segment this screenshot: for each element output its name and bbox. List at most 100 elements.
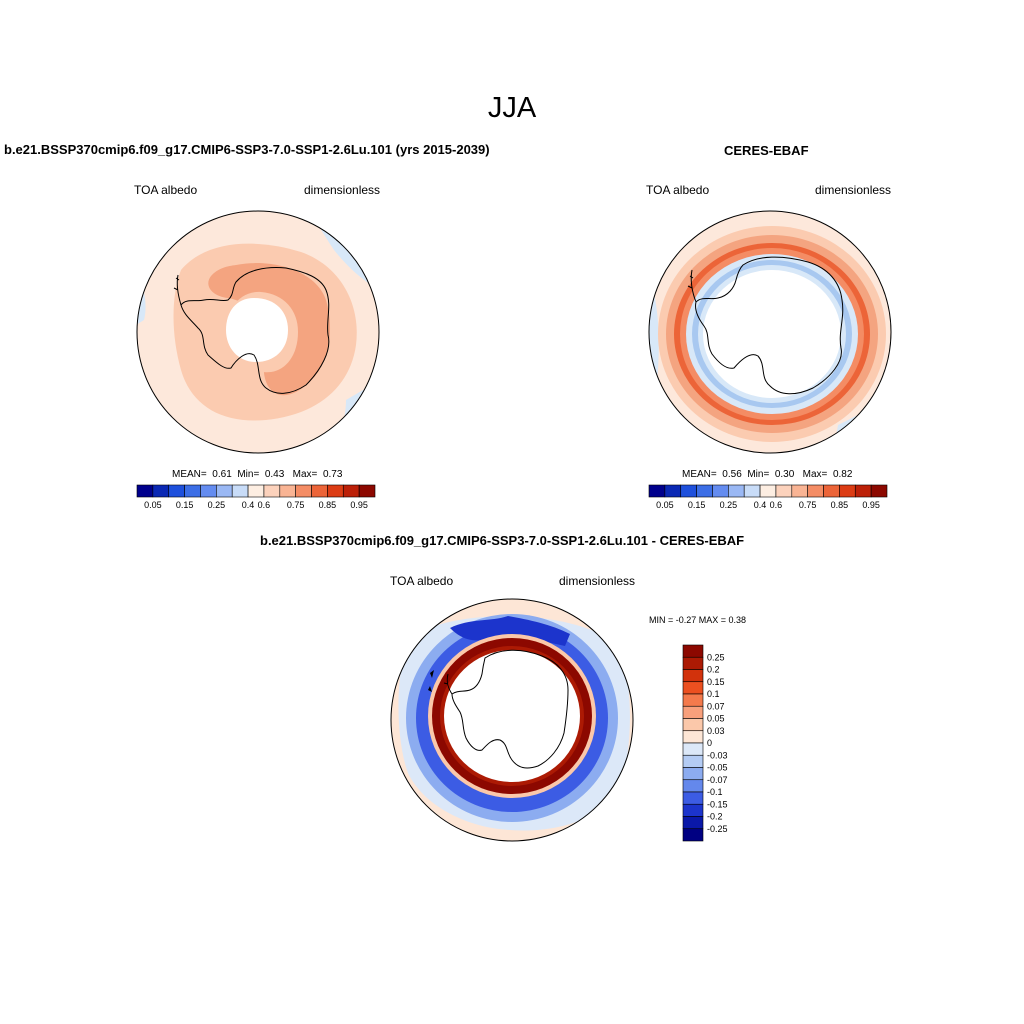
model-colorbar-swatch [216, 484, 233, 498]
diff-colorbar-swatch [682, 730, 704, 744]
obs-colorbar-swatch [791, 484, 808, 498]
diff-colorbar-swatch [682, 644, 704, 658]
diff-colorbar-tick-label: -0.1 [707, 787, 723, 797]
diff-colorbar-swatch [682, 681, 704, 695]
diff-colorbar-tick-label: -0.2 [707, 812, 723, 822]
obs-colorbar-tick-label: 0.25 [720, 500, 738, 510]
model-stats: MEAN= 0.61 Min= 0.43 Max= 0.73 [172, 469, 343, 480]
diff-small-islands [428, 670, 434, 692]
obs-colorbar-tick-label: 0.6 [770, 500, 783, 510]
diff-min-max: MIN = -0.27 MAX = 0.38 [649, 615, 747, 625]
diff-colorbar-tick-label: 0.03 [707, 726, 725, 736]
obs-colorbar-swatch [839, 484, 856, 498]
model-colorbar-swatch [327, 484, 344, 498]
obs-units-label: dimensionless [815, 183, 892, 197]
obs-panel-title: CERES-EBAF [724, 143, 809, 158]
obs-antarctica-coastline [695, 256, 844, 395]
model-units-label: dimensionless [304, 183, 381, 197]
model-colorbar-tick-label: 0.15 [176, 500, 194, 510]
diff-colorbar-swatch [682, 669, 704, 683]
obs-colorbar-tick-label: 0.4 [754, 500, 767, 510]
obs-colorbar-swatch [870, 484, 888, 498]
diff-polar-map [390, 598, 634, 842]
diff-units-label: dimensionless [559, 574, 636, 588]
model-colorbar-swatch [152, 484, 170, 498]
obs-colorbar-tick-label: 0.05 [656, 500, 674, 510]
diff-colorbar-swatch [682, 767, 704, 781]
diff-colorbar-swatch [682, 693, 704, 707]
diff-colorbar-swatch [682, 656, 704, 670]
model-colorbar-tick-label: 0.4 [242, 500, 255, 510]
model-colorbar-tick-label: 0.6 [258, 500, 271, 510]
diff-colorbar-swatch [682, 791, 704, 805]
model-colorbar-swatch [136, 484, 154, 498]
obs-colorbar-swatch [759, 484, 777, 498]
model-colorbar-tick-label: 0.75 [287, 500, 305, 510]
model-colorbar: 0.05 0.15 0.25 0.4 0.6 0.75 0.85 0.95 [136, 484, 376, 510]
obs-colorbar-swatch [664, 484, 682, 498]
diff-colorbar-swatch [682, 718, 704, 732]
diff-colorbar-tick-label: -0.05 [707, 763, 728, 773]
diff-colorbar-swatch [682, 754, 704, 768]
diff-peninsula-coastline [443, 673, 453, 695]
diff-colorbar-tick-label: -0.15 [707, 799, 728, 809]
obs-colorbar-swatch [680, 484, 697, 498]
diff-colorbar-swatch [682, 742, 704, 756]
diff-colorbar-tick-label: 0 [707, 738, 712, 748]
diff-colorbar-swatch [682, 816, 704, 830]
model-colorbar-swatch [168, 484, 185, 498]
obs-colorbar-swatch [712, 484, 729, 498]
obs-colorbar-tick-label: 0.85 [831, 500, 849, 510]
model-colorbar-swatch [231, 484, 249, 498]
model-colorbar-swatch [311, 484, 328, 498]
model-colorbar-swatch [200, 484, 217, 498]
diff-colorbar-tick-label: 0.1 [707, 689, 720, 699]
obs-variable-label: TOA albedo [646, 183, 710, 197]
obs-colorbar-tick-label: 0.95 [862, 500, 880, 510]
model-colorbar-swatch [279, 484, 296, 498]
model-polar-hole [226, 298, 288, 362]
model-colorbar-swatch [184, 484, 201, 498]
diff-colorbar-tick-label: -0.07 [707, 775, 728, 785]
diff-colorbar-swatch [682, 705, 704, 719]
figure-title: JJA [487, 92, 537, 124]
model-colorbar-swatch [247, 484, 265, 498]
model-colorbar-swatch [263, 484, 281, 498]
model-panel-title: b.e21.BSSP370cmip6.f09_g17.CMIP6-SSP3-7.… [4, 142, 490, 157]
obs-polar-map [648, 210, 892, 454]
diff-colorbar-swatch [682, 803, 704, 817]
diff-colorbar-tick-label: -0.25 [707, 824, 728, 834]
diff-variable-label: TOA albedo [390, 574, 454, 588]
model-polar-map [136, 210, 380, 454]
diff-colorbar-tick-label: -0.03 [707, 750, 728, 760]
diff-colorbar-swatch [682, 779, 704, 793]
diff-colorbar-tick-label: 0.25 [707, 652, 725, 662]
obs-colorbar-swatch [807, 484, 824, 498]
obs-colorbar-swatch [854, 484, 872, 498]
diff-blue-blotches [450, 616, 570, 646]
obs-polar-hole [703, 270, 841, 398]
diff-colorbar-tick-label: 0.2 [707, 665, 720, 675]
model-colorbar-tick-label: 0.95 [350, 500, 368, 510]
model-antarctica-coastline [180, 267, 330, 394]
diff-panel-title: b.e21.BSSP370cmip6.f09_g17.CMIP6-SSP3-7.… [260, 533, 745, 548]
diff-polar-hole [444, 650, 580, 782]
obs-colorbar-swatch [823, 484, 840, 498]
model-colorbar-swatch [342, 484, 360, 498]
model-blue-patch-west [137, 270, 146, 325]
model-colorbar-tick-label: 0.85 [319, 500, 337, 510]
obs-stats: MEAN= 0.56 Min= 0.30 Max= 0.82 [682, 469, 853, 480]
obs-colorbar-swatch [775, 484, 793, 498]
model-colorbar-swatch [358, 484, 376, 498]
model-colorbar-tick-label: 0.05 [144, 500, 162, 510]
obs-colorbar-swatch [743, 484, 761, 498]
diff-colorbar-tick-label: 0.15 [707, 677, 725, 687]
obs-colorbar-swatch [648, 484, 666, 498]
obs-colorbar-swatch [696, 484, 713, 498]
diff-colorbar-tick-label: 0.07 [707, 701, 725, 711]
diff-colorbar-swatch [682, 828, 704, 842]
obs-peninsula-coastline [687, 269, 697, 303]
diff-colorbar: 0.25 0.2 0.15 0.1 0.07 0.05 0.03 0 -0.03 -0.05 -0.… [682, 644, 728, 842]
model-variable-label: TOA albedo [134, 183, 198, 197]
obs-colorbar-tick-label: 0.15 [688, 500, 706, 510]
